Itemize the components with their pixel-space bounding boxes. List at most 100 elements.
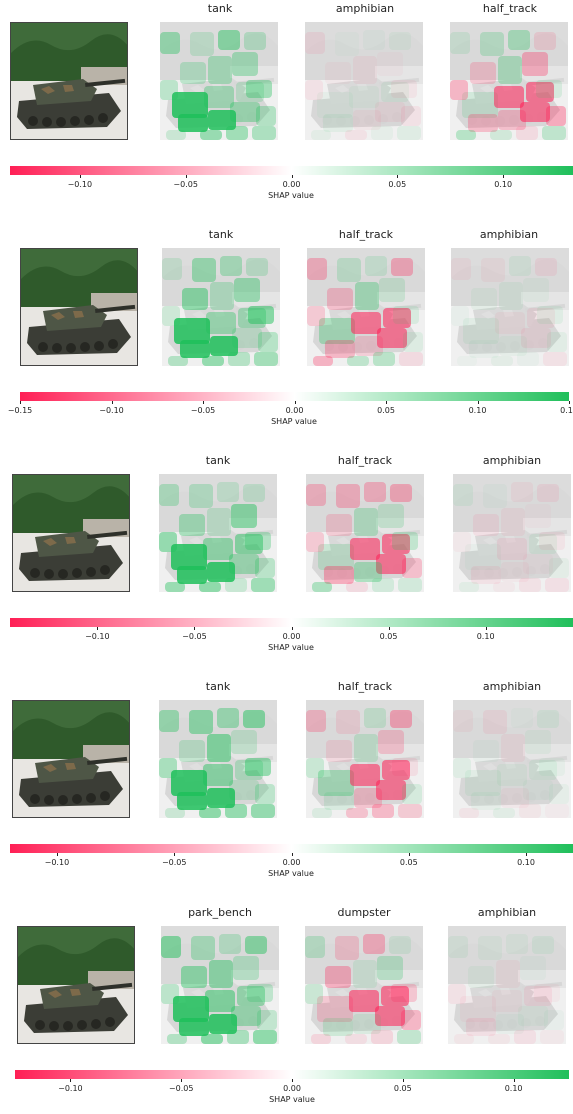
- shap-heatmap: [305, 22, 423, 140]
- colorbar-tick-label: 0.10: [504, 1084, 523, 1093]
- colorbar-tick-mark: [111, 401, 113, 404]
- shap-heatmap: [451, 248, 569, 366]
- colorbar-tick-mark: [503, 175, 505, 178]
- colorbar-tick-mark: [477, 401, 479, 404]
- shap-heatmap: [306, 474, 424, 592]
- colorbar-tick-mark: [70, 1079, 72, 1082]
- explanation-row-3: tank half_track amphibian SHAP value −0.…: [0, 452, 573, 662]
- colorbar-tick-mark: [408, 853, 410, 856]
- class-label: tank: [207, 2, 233, 15]
- class-label: amphibian: [479, 228, 539, 241]
- colorbar-axis-label: SHAP value: [271, 417, 317, 426]
- class-label: amphibian: [335, 2, 395, 15]
- shap-heatmap: [159, 700, 277, 818]
- colorbar-axis-label: SHAP value: [268, 869, 314, 878]
- shap-colorbar: [15, 1070, 569, 1079]
- colorbar-tick-mark: [20, 401, 21, 404]
- class-label: half_track: [337, 454, 393, 467]
- colorbar-tick-label: −0.05: [168, 1084, 194, 1093]
- shap-colorbar: [10, 844, 573, 853]
- colorbar-tick-label: 0.05: [379, 632, 398, 641]
- colorbar-tick-mark: [402, 1079, 404, 1082]
- colorbar-axis-label: SHAP value: [268, 191, 314, 200]
- colorbar-tick-mark: [291, 175, 293, 178]
- colorbar-tick-label: 0.00: [282, 180, 301, 189]
- colorbar-tick-mark: [174, 853, 176, 856]
- colorbar-tick-label: −0.10: [58, 1084, 83, 1093]
- colorbar-tick-mark: [526, 853, 528, 856]
- colorbar-tick-mark: [291, 853, 293, 856]
- shap-heatmap: [161, 926, 279, 1044]
- colorbar-tick-label: −0.10: [99, 406, 124, 415]
- colorbar-tick-mark: [185, 175, 187, 178]
- original-image-tank: [10, 22, 128, 140]
- explanation-row-1: tank amphibian half_track SHAP value −0.…: [0, 0, 573, 210]
- colorbar-tick-label: −0.10: [67, 180, 93, 189]
- colorbar-tick-label: 0.10: [468, 406, 487, 415]
- colorbar-tick-label: −0.15: [7, 406, 33, 415]
- colorbar-tick-label: 0.05: [399, 858, 418, 867]
- shap-heatmap: [453, 474, 571, 592]
- colorbar-tick-label: 0.10: [494, 180, 513, 189]
- class-label: amphibian: [482, 454, 542, 467]
- colorbar-tick-label: 0.00: [282, 632, 301, 641]
- colorbar-tick-mark: [386, 401, 387, 404]
- class-label: tank: [205, 680, 231, 693]
- shap-heatmap: [450, 22, 568, 140]
- colorbar-tick-mark: [397, 175, 399, 178]
- colorbar-tick-label: 0.00: [283, 1084, 301, 1093]
- shap-heatmap: [305, 926, 423, 1044]
- colorbar-tick-label: −0.10: [85, 632, 110, 641]
- colorbar-tick-label: 0.05: [388, 180, 407, 189]
- colorbar-tick-mark: [194, 627, 196, 630]
- colorbar-tick-label: 0.05: [393, 1084, 412, 1093]
- original-image-tank: [20, 248, 138, 366]
- colorbar-tick-label: −0.05: [182, 632, 207, 641]
- class-label: half_track: [337, 680, 393, 693]
- colorbar-tick-mark: [97, 627, 99, 630]
- explanation-row-5: park_bench dumpster amphibian SHAP value…: [0, 904, 573, 1114]
- class-label: half_track: [338, 228, 394, 241]
- colorbar-tick-mark: [291, 627, 293, 630]
- colorbar-axis-label: SHAP value: [269, 1095, 315, 1104]
- colorbar-tick-label: 0.00: [282, 858, 301, 867]
- shap-heatmap: [160, 22, 278, 140]
- shap-heatmap: [162, 248, 280, 366]
- class-label: tank: [208, 228, 234, 241]
- original-image-tank: [17, 926, 135, 1044]
- colorbar-tick-label: −0.10: [44, 858, 70, 867]
- class-label: tank: [205, 454, 231, 467]
- shap-heatmap: [306, 700, 424, 818]
- class-label: park_bench: [188, 906, 252, 919]
- shap-colorbar: [20, 392, 569, 401]
- class-label: dumpster: [337, 906, 391, 919]
- colorbar-tick-mark: [56, 853, 58, 856]
- colorbar-tick-mark: [292, 1079, 293, 1082]
- colorbar-tick-label: −0.05: [190, 406, 216, 415]
- colorbar-tick-label: 0.10: [476, 632, 495, 641]
- colorbar-tick-mark: [79, 175, 81, 178]
- shap-heatmap: [448, 926, 566, 1044]
- class-label: amphibian: [477, 906, 537, 919]
- shap-heatmap: [159, 474, 277, 592]
- colorbar-tick-mark: [513, 1079, 515, 1082]
- shap-heatmap: [307, 248, 425, 366]
- shap-colorbar: [10, 618, 573, 627]
- colorbar-tick-mark: [388, 627, 390, 630]
- colorbar-tick-label: 0.00: [285, 406, 304, 415]
- colorbar-tick-mark: [569, 401, 570, 404]
- colorbar-tick-mark: [294, 401, 296, 404]
- colorbar-tick-mark: [203, 401, 204, 404]
- colorbar-tick-label: −0.05: [173, 180, 198, 189]
- original-image-tank: [12, 700, 130, 818]
- colorbar-tick-mark: [181, 1079, 183, 1082]
- shap-heatmap: [453, 700, 571, 818]
- colorbar-axis-label: SHAP value: [268, 643, 314, 652]
- class-label: amphibian: [482, 680, 542, 693]
- shap-colorbar: [10, 166, 573, 175]
- colorbar-tick-label: 0.05: [377, 406, 395, 415]
- colorbar-tick-label: −0.05: [161, 858, 187, 867]
- explanation-row-2: tank half_track amphibian SHAP value −0.…: [0, 226, 573, 436]
- original-image-tank: [12, 474, 130, 592]
- class-label: half_track: [482, 2, 538, 15]
